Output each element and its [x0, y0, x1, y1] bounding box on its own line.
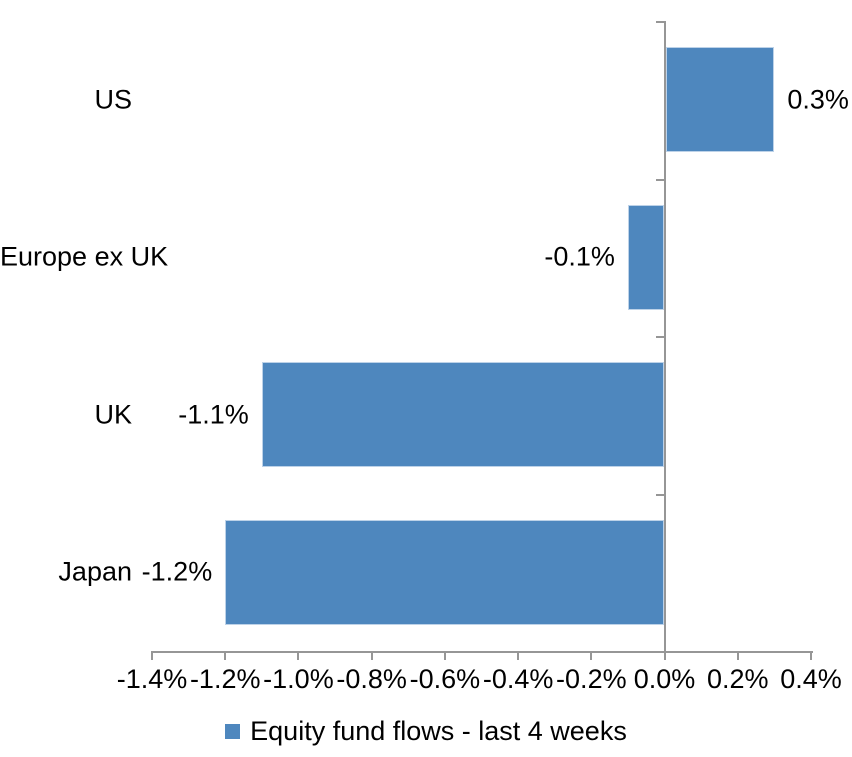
legend-label: Equity fund flows - last 4 weeks [250, 716, 627, 746]
x-axis-tick [224, 651, 227, 660]
x-axis-tick [590, 651, 593, 660]
x-tick-label: -1.2% [189, 664, 261, 694]
x-tick-label: -1.4% [116, 664, 188, 694]
category-label-uk: UK [94, 399, 132, 430]
x-tick-label: -0.4% [482, 664, 554, 694]
legend-marker-icon [225, 723, 241, 739]
bar-us [665, 47, 775, 153]
x-axis-tick [663, 651, 666, 660]
x-tick-label: 0.4% [780, 664, 842, 694]
x-tick-label: -0.2% [556, 664, 627, 694]
x-axis-tick [736, 651, 739, 660]
x-tick-label: -0.8% [336, 664, 407, 694]
bar-uk [261, 362, 664, 468]
data-label-uk: -1.1% [178, 399, 249, 430]
y-axis-line [663, 21, 666, 653]
y-axis-tick [655, 493, 664, 496]
x-axis-tick [517, 651, 520, 660]
category-label-europe-ex-uk: Europe ex UK [0, 241, 169, 272]
y-axis-tick [655, 336, 664, 338]
x-axis-tick [297, 651, 300, 660]
category-label-japan: Japan [58, 556, 132, 587]
x-axis-tick [370, 651, 373, 660]
data-label-europe-ex-uk: -0.1% [544, 241, 615, 272]
bar-japan [225, 519, 664, 625]
data-label-japan: -1.2% [141, 556, 213, 587]
y-axis-tick [655, 21, 664, 23]
legend: Equity fund flows - last 4 weeks [0, 716, 852, 746]
category-label-us: US [94, 84, 132, 115]
x-axis-tick [151, 651, 153, 660]
x-tick-label: 0.0% [633, 664, 696, 694]
data-label-us: 0.3% [787, 84, 849, 115]
x-axis-tick [443, 651, 446, 660]
x-axis-line [152, 651, 813, 653]
x-tick-label: -1.0% [263, 664, 334, 694]
x-tick-label: -0.6% [409, 664, 481, 694]
x-tick-label: 0.2% [706, 664, 769, 694]
y-axis-tick [655, 178, 664, 181]
bar-europe-ex-uk [627, 204, 664, 310]
x-axis-tick [810, 651, 812, 660]
